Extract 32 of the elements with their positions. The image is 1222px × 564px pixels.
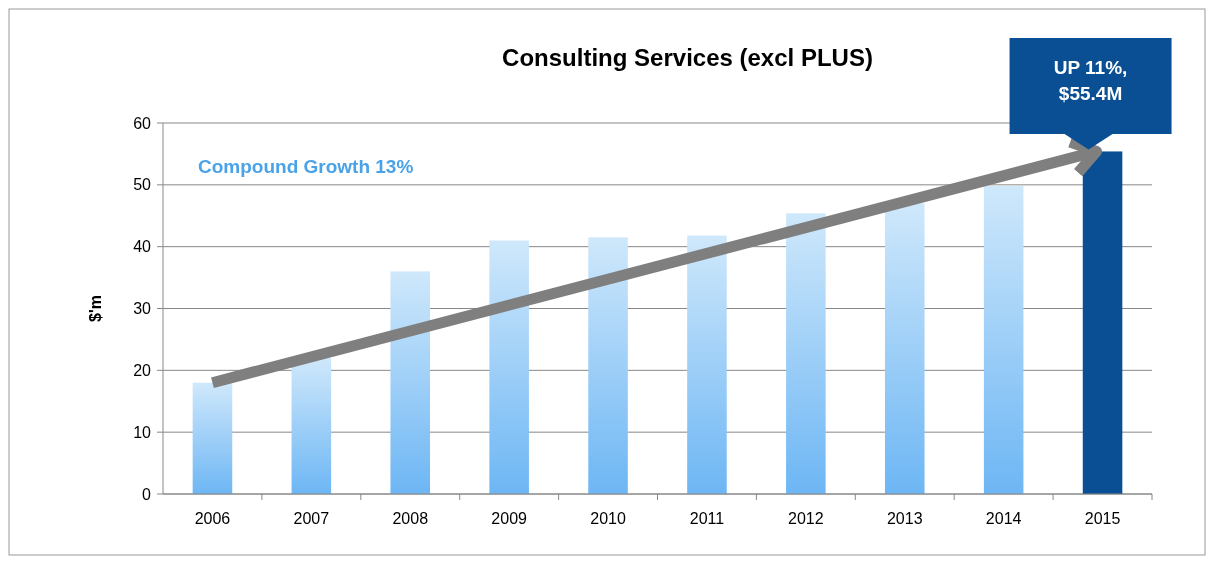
y-tick-label: 20 bbox=[133, 361, 152, 379]
bar bbox=[390, 271, 431, 494]
x-tick-label: 2009 bbox=[491, 510, 528, 527]
x-tick-label: 2015 bbox=[1084, 510, 1121, 527]
x-tick-label: 2006 bbox=[194, 510, 231, 527]
callout-box: UP 11%, $55.4M bbox=[1009, 38, 1172, 150]
bar bbox=[291, 357, 332, 494]
y-tick-label: 40 bbox=[133, 238, 152, 256]
bar bbox=[489, 240, 529, 494]
bar bbox=[1082, 151, 1123, 494]
x-tick-label: 2014 bbox=[985, 510, 1022, 527]
annotation: UP 11%, $55.4M bbox=[1053, 57, 1128, 104]
chart-title: Consulting Services (excl PLUS) bbox=[502, 44, 873, 71]
y-tick-label: 30 bbox=[133, 300, 152, 318]
annotation: Compound Growth 13% bbox=[198, 156, 414, 177]
y-axis-title: $'m bbox=[87, 295, 104, 322]
bar bbox=[588, 237, 628, 494]
bar bbox=[884, 203, 925, 494]
bar bbox=[687, 235, 727, 494]
y-tick-label: 10 bbox=[133, 423, 152, 441]
x-tick-label: 2010 bbox=[590, 510, 626, 527]
y-tick-label: 50 bbox=[133, 176, 152, 194]
x-tick-label: 2013 bbox=[886, 510, 923, 527]
x-tick-label: 2011 bbox=[689, 510, 725, 527]
x-tick-label: 2008 bbox=[392, 510, 429, 527]
x-tick-label: 2012 bbox=[788, 510, 824, 527]
bar bbox=[786, 213, 826, 494]
bar bbox=[192, 382, 233, 494]
bar bbox=[983, 186, 1024, 494]
y-tick-label: 60 bbox=[133, 114, 152, 132]
y-tick-label: 0 bbox=[142, 485, 152, 503]
x-tick-label: 2007 bbox=[293, 510, 330, 527]
